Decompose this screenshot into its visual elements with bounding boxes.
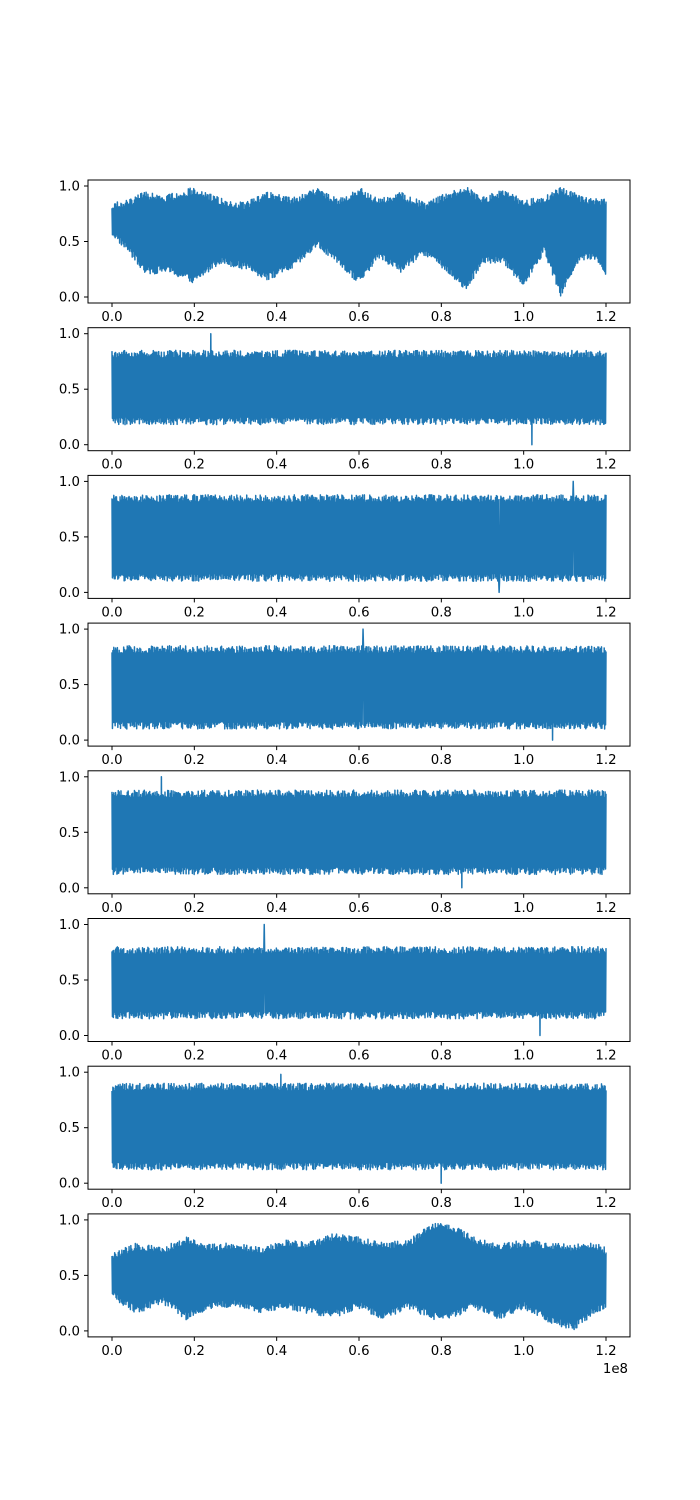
x-tick-label: 0.2 [184,458,205,473]
x-tick-label: 0.0 [101,605,122,620]
y-tick-label: 0.0 [59,1324,80,1339]
x-tick-label: 0.4 [266,1049,287,1064]
x-tick-label: 1.2 [595,310,616,325]
y-tick-label: 0.0 [59,1029,80,1044]
y-tick-label: 0.5 [59,1121,80,1136]
x-tick-label: 0.0 [101,1049,122,1064]
x-tick-label: 0.0 [101,1196,122,1211]
x-tick-label: 0.6 [348,1049,369,1064]
y-tick-label: 0.0 [59,881,80,896]
x-tick-label: 0.4 [266,901,287,916]
x-tick-label: 1.2 [595,458,616,473]
y-tick-label: 1.0 [59,475,80,490]
x-tick-label: 0.2 [184,753,205,768]
y-tick-label: 0.5 [59,1269,80,1284]
y-tick-label: 1.0 [59,180,80,195]
x-tick-label: 0.8 [431,458,452,473]
x-tick-label: 1.0 [513,1196,534,1211]
x-tick-label: 0.6 [348,1344,369,1359]
x-tick-label: 1.2 [595,1196,616,1211]
x-tick-label: 0.8 [431,1344,452,1359]
subplot-3: 0.0 0.2 0.4 0.6 0.8 1.0 1.2 0.0 0.5 1.0 [59,474,631,620]
x-tick-label: 0.4 [266,753,287,768]
y-tick-label: 0.0 [59,734,80,749]
y-tick-label: 0.0 [59,291,80,306]
x-tick-label: 0.0 [101,901,122,916]
series-line [111,1222,607,1331]
x-tick-label: 0.6 [348,605,369,620]
x-tick-label: 0.6 [348,310,369,325]
x-tick-label: 0.0 [101,1344,122,1359]
x-tick-label: 0.0 [101,310,122,325]
series-line [111,332,607,446]
x-tick-label: 1.0 [513,753,534,768]
x-tick-label: 0.4 [266,310,287,325]
x-tick-label: 0.8 [431,901,452,916]
x-tick-label: 0.2 [184,605,205,620]
x-tick-label: 1.2 [595,1344,616,1359]
x-tick-label: 0.0 [101,458,122,473]
x-tick-label: 0.2 [184,1049,205,1064]
x-offset-label: 1e8 [603,1362,628,1377]
x-tick-label: 0.2 [184,1344,205,1359]
x-tick-label: 0.2 [184,310,205,325]
subplot-4: 0.0 0.2 0.4 0.6 0.8 1.0 1.2 0.0 0.5 1.0 [59,622,631,768]
y-tick-label: 0.0 [59,438,80,453]
x-tick-label: 0.6 [348,1196,369,1211]
x-tick-label: 1.2 [595,605,616,620]
subplot-7: 0.0 0.2 0.4 0.6 0.8 1.0 1.2 0.0 0.5 1.0 [59,1065,631,1211]
x-tick-label: 0.8 [431,1049,452,1064]
x-tick-label: 0.8 [431,310,452,325]
x-tick-label: 0.8 [431,753,452,768]
subplot-1: 0.0 0.2 0.4 0.6 0.8 1.0 1.2 0.0 0.5 1.0 [59,179,631,325]
x-tick-label: 0.8 [431,605,452,620]
y-tick-label: 1.0 [59,327,80,342]
panels-group: 0.0 0.2 0.4 0.6 0.8 1.0 1.20.00.51.00.0 0.2 0.4 0… [59,179,631,1359]
y-tick-label: 0.0 [59,1177,80,1192]
x-tick-label: 0.4 [266,1344,287,1359]
subplot-2: 0.0 0.2 0.4 0.6 0.8 1.0 1.2 0.0 0.5 1.0 [59,327,631,473]
x-tick-label: 1.2 [595,901,616,916]
series-line [111,923,607,1037]
x-tick-label: 0.6 [348,458,369,473]
y-tick-label: 1.0 [59,1213,80,1228]
x-tick-label: 1.0 [513,310,534,325]
x-tick-label: 0.0 [101,753,122,768]
x-tick-label: 1.0 [513,1344,534,1359]
x-tick-label: 0.4 [266,458,287,473]
y-tick-label: 0.5 [59,678,80,693]
y-tick-label: 0.5 [59,826,80,841]
y-tick-label: 1.0 [59,1066,80,1081]
x-tick-label: 0.4 [266,605,287,620]
subplot-8: 0.0 0.2 0.4 0.6 0.8 1.0 1.2 0.0 0.5 1.0 [59,1213,631,1359]
y-tick-label: 0.0 [59,586,80,601]
series-line [111,480,607,594]
series-line [111,187,607,297]
subplot-6: 0.0 0.2 0.4 0.6 0.8 1.0 1.2 0.0 0.5 1.0 [59,918,631,1064]
x-tick-label: 0.4 [266,1196,287,1211]
x-tick-label: 0.6 [348,753,369,768]
series-line [111,776,607,889]
y-tick-label: 1.0 [59,623,80,638]
subplot-5: 0.0 0.2 0.4 0.6 0.8 1.0 1.2 0.0 0.5 1.0 [59,770,631,916]
series-line [111,1073,607,1184]
y-tick-label: 1.0 [59,918,80,933]
x-tick-label: 0.2 [184,901,205,916]
x-tick-label: 1.0 [513,458,534,473]
x-tick-label: 1.0 [513,901,534,916]
x-tick-label: 1.2 [595,753,616,768]
y-tick-label: 0.5 [59,383,80,398]
x-tick-label: 1.0 [513,605,534,620]
x-tick-label: 1.0 [513,1049,534,1064]
x-tick-label: 0.8 [431,1196,452,1211]
x-tick-label: 0.6 [348,901,369,916]
x-tick-label: 1.2 [595,1049,616,1064]
y-tick-label: 0.5 [59,974,80,989]
y-tick-label: 0.5 [59,530,80,545]
series-line [111,628,607,741]
y-tick-label: 1.0 [59,770,80,785]
x-tick-label: 0.2 [184,1196,205,1211]
y-tick-label: 0.5 [59,235,80,250]
